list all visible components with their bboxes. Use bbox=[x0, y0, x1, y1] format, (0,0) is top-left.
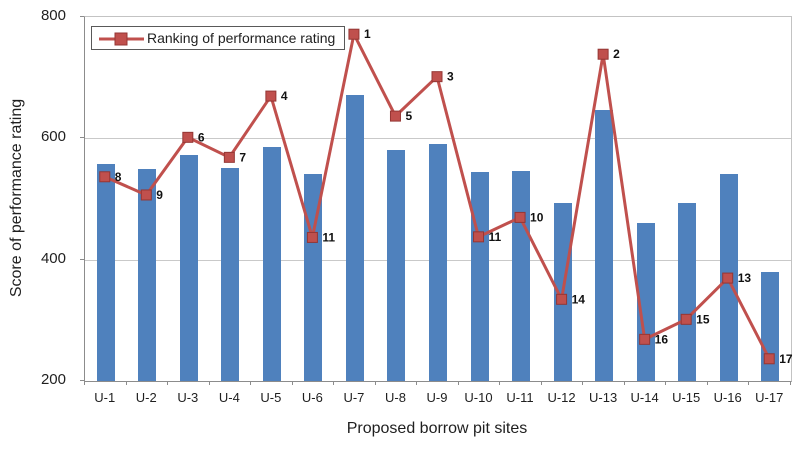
rank-label: 11 bbox=[489, 230, 502, 244]
bar bbox=[96, 164, 115, 381]
line-marker bbox=[140, 189, 152, 201]
bar bbox=[138, 168, 157, 381]
rank-label: 2 bbox=[613, 47, 620, 61]
rank-label: 4 bbox=[281, 89, 288, 103]
x-tick-label: U-14 bbox=[630, 390, 659, 405]
bar bbox=[262, 146, 281, 381]
legend-label: Ranking of performance rating bbox=[147, 30, 336, 46]
line-marker bbox=[99, 171, 111, 183]
x-tick-label: U-1 bbox=[94, 390, 116, 405]
x-tick-label: U-4 bbox=[218, 390, 240, 405]
x-axis-tick bbox=[250, 381, 252, 385]
x-tick-label: U-13 bbox=[589, 390, 618, 405]
rank-label: 9 bbox=[156, 188, 163, 202]
line-marker bbox=[431, 71, 443, 83]
x-axis-tick bbox=[540, 381, 542, 385]
x-tick-label: U-3 bbox=[177, 390, 199, 405]
line-marker bbox=[639, 333, 651, 345]
line-marker bbox=[182, 131, 194, 143]
line-marker bbox=[556, 293, 568, 305]
bar bbox=[678, 203, 697, 381]
rank-label: 15 bbox=[696, 312, 710, 326]
x-axis-tick bbox=[665, 381, 667, 385]
x-axis-tick bbox=[291, 381, 293, 385]
x-axis-tick bbox=[706, 381, 708, 385]
legend-line-marker-icon bbox=[99, 32, 144, 45]
line-marker bbox=[223, 151, 235, 163]
legend: Ranking of performance rating bbox=[91, 26, 346, 50]
bar bbox=[595, 110, 614, 381]
y-axis-tick bbox=[80, 258, 84, 260]
x-tick-label: U-2 bbox=[135, 390, 157, 405]
rank-label: 7 bbox=[239, 150, 246, 164]
x-axis-tick bbox=[374, 381, 376, 385]
rank-label: 10 bbox=[530, 210, 544, 224]
line-marker bbox=[306, 231, 318, 243]
rank-label: 6 bbox=[198, 130, 205, 144]
x-axis-title: Proposed borrow pit sites bbox=[346, 420, 528, 437]
x-tick-label: U-10 bbox=[464, 390, 493, 405]
line-marker bbox=[265, 90, 277, 102]
x-tick-label: U-9 bbox=[426, 390, 448, 405]
x-axis-tick bbox=[416, 381, 418, 385]
plot-area: Ranking of performance rating bbox=[84, 16, 792, 382]
x-axis-tick bbox=[790, 381, 791, 385]
x-axis-tick bbox=[84, 381, 85, 385]
x-tick-label: U-6 bbox=[301, 390, 323, 405]
ranking-line bbox=[104, 29, 771, 360]
bar bbox=[387, 149, 406, 381]
line-marker bbox=[597, 48, 609, 60]
rank-label: 13 bbox=[738, 271, 752, 285]
bar bbox=[221, 168, 240, 381]
rank-label: 8 bbox=[115, 170, 122, 184]
bar bbox=[345, 94, 364, 381]
rank-label: 1 bbox=[364, 27, 371, 41]
y-tick-label: 400 bbox=[40, 249, 66, 267]
y-tick-label: 200 bbox=[40, 371, 66, 388]
rank-label: 17 bbox=[779, 352, 793, 366]
x-tick-label: U-16 bbox=[713, 390, 742, 405]
y-axis-tick bbox=[80, 137, 84, 139]
gridline bbox=[85, 138, 791, 140]
x-axis-tick bbox=[623, 381, 625, 385]
rank-label: 5 bbox=[405, 109, 412, 123]
x-tick-label: U-11 bbox=[506, 390, 534, 405]
x-tick-label: U-7 bbox=[343, 390, 365, 405]
x-axis-tick bbox=[125, 381, 127, 385]
x-axis-tick bbox=[748, 381, 750, 385]
line-marker bbox=[680, 313, 692, 325]
bar bbox=[429, 144, 447, 381]
x-axis-tick bbox=[208, 381, 210, 385]
y-tick-label: 800 bbox=[40, 7, 66, 24]
x-axis-tick bbox=[499, 381, 501, 385]
x-tick-label: U-5 bbox=[260, 390, 282, 405]
line-marker bbox=[763, 353, 775, 365]
y-tick-label: 600 bbox=[40, 128, 66, 146]
bar bbox=[179, 155, 198, 381]
line-marker bbox=[473, 231, 485, 243]
rank-label: 16 bbox=[655, 332, 669, 346]
rank-label: 3 bbox=[447, 70, 454, 84]
line-marker bbox=[514, 211, 526, 223]
line-marker bbox=[389, 110, 401, 122]
line-marker bbox=[722, 272, 734, 284]
x-axis-tick bbox=[457, 381, 459, 385]
rank-label: 14 bbox=[572, 292, 586, 306]
x-tick-label: U-15 bbox=[672, 390, 701, 405]
line-marker bbox=[348, 28, 360, 40]
y-axis-tick bbox=[80, 16, 84, 17]
x-axis-tick bbox=[167, 381, 169, 385]
y-axis-tick bbox=[80, 380, 84, 381]
rank-label: 11 bbox=[322, 230, 335, 244]
x-axis-tick bbox=[582, 381, 584, 385]
x-tick-label: U-17 bbox=[755, 390, 784, 405]
bar bbox=[512, 171, 531, 381]
x-axis-tick bbox=[333, 381, 335, 385]
x-tick-label: U-12 bbox=[547, 390, 576, 405]
x-tick-label: U-8 bbox=[384, 390, 406, 405]
